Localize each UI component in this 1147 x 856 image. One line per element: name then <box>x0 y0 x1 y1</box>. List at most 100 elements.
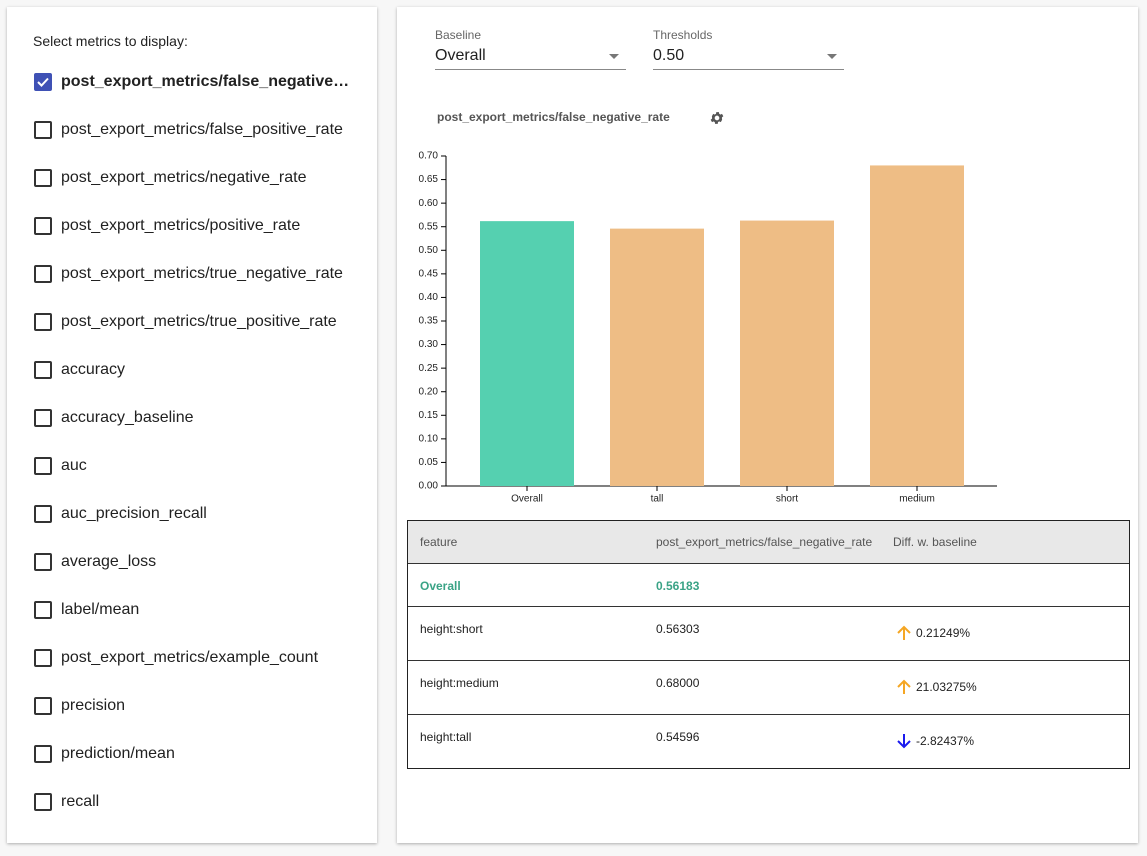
metric-label: average_loss <box>61 553 157 570</box>
diff-arrow <box>895 624 913 642</box>
metric-item[interactable]: precision <box>34 694 354 718</box>
value-cell: 0.54596 <box>656 730 700 744</box>
checkbox[interactable] <box>34 697 52 715</box>
checkbox[interactable] <box>34 649 52 667</box>
checkbox[interactable] <box>34 457 52 475</box>
metric-item[interactable]: label/mean <box>34 598 354 622</box>
metric-label: prediction/mean <box>61 745 175 762</box>
checkbox[interactable] <box>34 361 52 379</box>
checkbox[interactable] <box>34 553 52 571</box>
metric-label: auc <box>61 457 87 474</box>
metric-item[interactable]: post_export_metrics/example_count <box>34 646 354 670</box>
y-tick-label: 0.45 <box>419 268 439 279</box>
checkbox[interactable] <box>34 121 52 139</box>
diff-arrow <box>895 678 913 696</box>
checkbox[interactable] <box>34 217 52 235</box>
results-table: feature post_export_metrics/false_negati… <box>407 520 1130 769</box>
metric-label: post_export_metrics/negative_rate <box>61 169 307 186</box>
metric-label: auc_precision_recall <box>61 505 207 522</box>
panel-title: Select metrics to display: <box>33 33 188 49</box>
thresholds-caret[interactable] <box>827 54 837 59</box>
table-row: height:short 0.56303 0.21249% <box>408 606 1129 660</box>
settings-icon[interactable] <box>709 110 725 126</box>
metric-item[interactable]: prediction/mean <box>34 742 354 766</box>
checkbox[interactable] <box>34 73 52 91</box>
metric-item[interactable]: auc_precision_recall <box>34 502 354 526</box>
table-header: feature post_export_metrics/false_negati… <box>408 521 1129 563</box>
diff-cell: -2.82437% <box>916 734 975 748</box>
metric-label: precision <box>61 697 126 714</box>
bar <box>740 220 834 486</box>
baseline-select[interactable]: Overall <box>435 47 486 64</box>
y-tick-label: 0.05 <box>419 457 439 468</box>
metric-item[interactable]: post_export_metrics/negative_rate <box>34 166 354 190</box>
header-cell[interactable]: post_export_metrics/false_negative_rate <box>656 535 873 549</box>
metric-label: recall <box>61 793 100 810</box>
metric-item[interactable]: accuracy_baseline <box>34 406 354 430</box>
metric-item[interactable]: accuracy <box>34 358 354 382</box>
x-tick-label: short <box>776 494 798 505</box>
feature-cell: height:short <box>420 622 483 636</box>
table-row: Overall 0.56183 <box>408 563 1129 606</box>
y-tick-label: 0.00 <box>419 481 439 492</box>
value-cell: 0.56183 <box>656 579 700 593</box>
checkbox[interactable] <box>34 505 52 523</box>
bar <box>480 221 574 487</box>
diff-cell: 0.21249% <box>916 626 971 640</box>
bar <box>870 165 964 486</box>
y-tick-label: 0.20 <box>419 386 439 397</box>
x-tick-label: Overall <box>511 494 543 505</box>
checkbox[interactable] <box>34 409 52 427</box>
baseline-underline <box>435 69 626 70</box>
y-tick-label: 0.15 <box>419 410 439 421</box>
checkbox[interactable] <box>34 793 52 811</box>
y-tick-label: 0.55 <box>419 221 439 232</box>
table-row: height:tall 0.54596 -2.82437% <box>408 714 1129 768</box>
baseline-caret[interactable] <box>609 54 619 59</box>
header-cell[interactable]: Diff. w. baseline <box>893 535 977 549</box>
y-tick-label: 0.70 <box>419 151 439 162</box>
metric-item[interactable]: auc <box>34 454 354 478</box>
checkbox[interactable] <box>34 169 52 187</box>
thresholds-select[interactable]: 0.50 <box>653 47 685 64</box>
thresholds-underline <box>653 69 844 70</box>
checkbox[interactable] <box>34 745 52 763</box>
checkbox[interactable] <box>34 313 52 331</box>
bar-chart: 0.00 0.05 0.10 0.15 0.20 0.25 0.30 0.35 0.40 0.45… <box>419 151 997 505</box>
x-tick-label: medium <box>899 494 935 505</box>
y-tick-label: 0.40 <box>419 292 439 303</box>
feature-cell: height:medium <box>420 676 499 690</box>
feature-cell: Overall <box>420 579 461 593</box>
metric-label: post_export_metrics/positive_rate <box>61 217 301 234</box>
metric-item[interactable]: post_export_metrics/false_negative_rate <box>34 70 354 94</box>
metric-label: post_export_metrics/false_positive_rate <box>61 121 343 138</box>
metric-label: post_export_metrics/true_positive_rate <box>61 313 337 330</box>
metric-label: post_export_metrics/false_negative_rate <box>61 73 354 90</box>
value-cell: 0.56303 <box>656 622 700 636</box>
baseline-label: Baseline <box>435 28 482 42</box>
y-tick-label: 0.65 <box>419 174 439 185</box>
diff-arrow <box>895 732 913 750</box>
thresholds-label: Thresholds <box>653 28 713 42</box>
y-tick-label: 0.25 <box>419 363 439 374</box>
metric-label: accuracy_baseline <box>61 409 194 426</box>
x-tick-label: tall <box>651 494 664 505</box>
y-tick-label: 0.60 <box>419 198 439 209</box>
metric-item[interactable]: post_export_metrics/true_negative_rate <box>34 262 354 286</box>
metric-item[interactable]: post_export_metrics/true_positive_rate <box>34 310 354 334</box>
metric-label: accuracy <box>61 361 126 378</box>
metric-item[interactable]: post_export_metrics/false_positive_rate <box>34 118 354 142</box>
metric-item[interactable]: average_loss <box>34 550 354 574</box>
y-tick-label: 0.10 <box>419 433 439 444</box>
header-cell[interactable]: feature <box>420 535 458 549</box>
metric-item[interactable]: post_export_metrics/positive_rate <box>34 214 354 238</box>
bar <box>610 228 704 486</box>
metric-item[interactable]: recall <box>34 790 354 814</box>
checkbox[interactable] <box>34 601 52 619</box>
y-tick-label: 0.50 <box>419 245 439 256</box>
metric-label: label/mean <box>61 601 140 618</box>
checkbox[interactable] <box>34 265 52 283</box>
metrics-panel: Select metrics to display: post_export_m… <box>7 7 377 843</box>
chart-title: post_export_metrics/false_negative_rate <box>437 110 670 124</box>
